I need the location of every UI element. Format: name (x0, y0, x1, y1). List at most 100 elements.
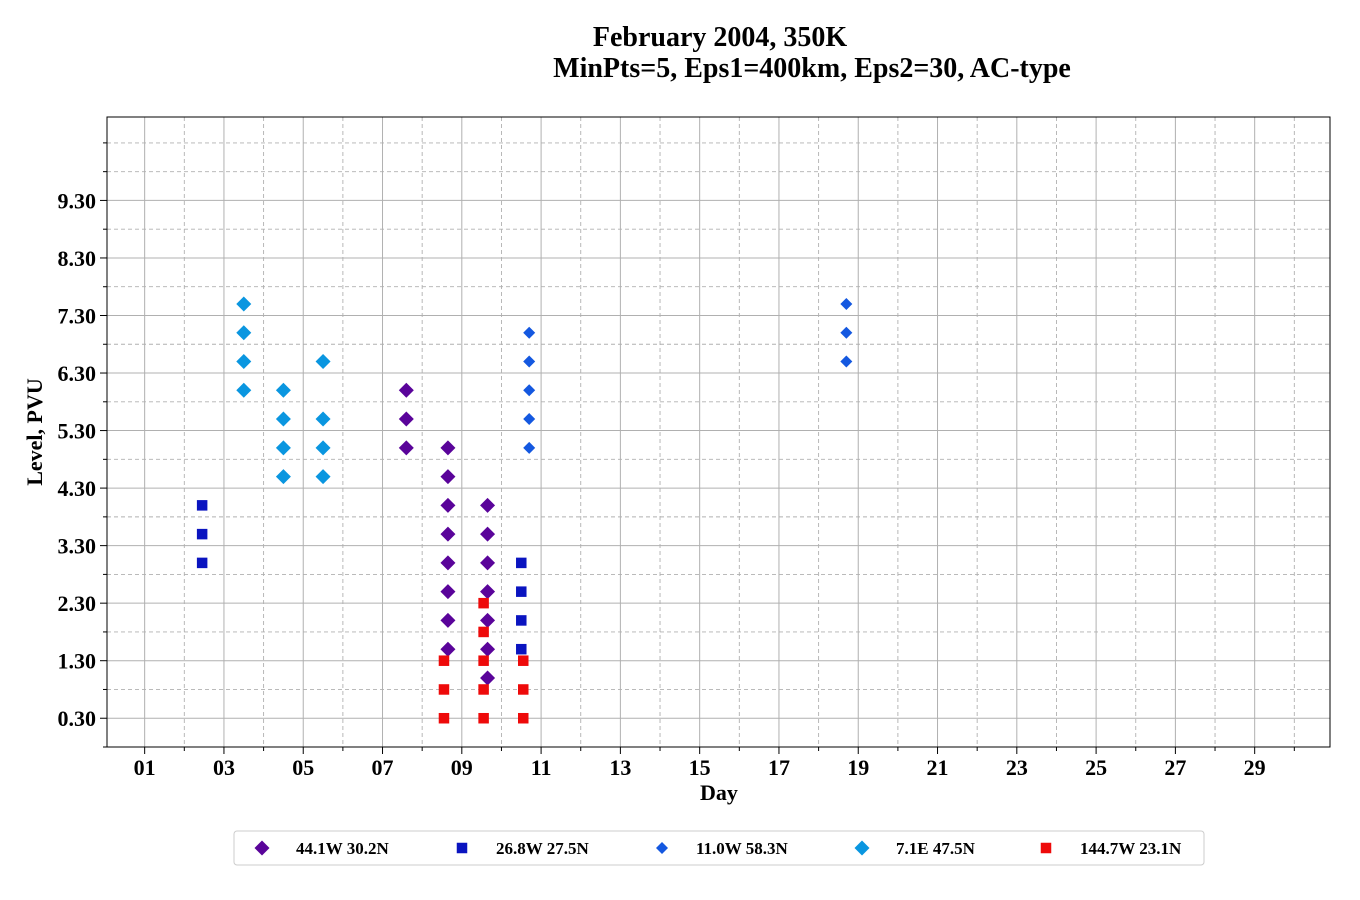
x-tick-label: 19 (847, 755, 869, 780)
y-tick-label: 6.30 (58, 361, 97, 386)
legend-marker (456, 842, 468, 854)
data-point (440, 526, 456, 542)
legend-label: 26.8W 27.5N (496, 839, 589, 858)
data-point (438, 684, 450, 695)
data-point (236, 296, 252, 312)
data-point (315, 469, 331, 485)
series-3 (523, 297, 853, 454)
data-point (516, 643, 527, 655)
x-tick-label: 27 (1164, 755, 1186, 780)
data-point (438, 712, 450, 724)
legend-entry-5: 144.7W 23.1N (1040, 839, 1182, 858)
data-point (480, 555, 496, 571)
data-point (236, 382, 252, 398)
y-tick-label: 4.30 (58, 476, 97, 501)
legend-label: 44.1W 30.2N (296, 839, 389, 858)
data-point (398, 382, 414, 398)
data-point (523, 355, 536, 368)
legend-entry-4: 7.1E 47.5N (854, 839, 976, 858)
x-tick-label: 07 (372, 755, 394, 780)
data-point (478, 626, 489, 638)
data-point (480, 526, 496, 542)
data-point (480, 497, 496, 513)
data-point (315, 354, 331, 370)
data-point (275, 469, 291, 485)
y-tick-label: 8.30 (58, 246, 97, 271)
data-point (523, 441, 536, 454)
data-point (440, 469, 456, 485)
data-point (196, 528, 208, 540)
x-tick-label: 21 (927, 755, 949, 780)
x-tick-label: 15 (689, 755, 711, 780)
series-4 (236, 296, 331, 485)
data-point (398, 411, 414, 427)
series-1 (398, 382, 496, 686)
y-tick-label: 9.30 (58, 188, 97, 213)
data-point (523, 413, 536, 426)
data-point (438, 655, 450, 666)
data-points (196, 296, 853, 724)
y-tick-label: 5.30 (58, 419, 97, 444)
data-point (516, 557, 527, 569)
data-point (440, 584, 456, 600)
data-point (480, 670, 496, 686)
legend-marker (854, 840, 870, 856)
data-point (315, 411, 331, 427)
data-point (275, 382, 291, 398)
x-tick-label: 09 (451, 755, 473, 780)
data-point (478, 597, 489, 609)
x-tick-label: 11 (531, 755, 552, 780)
legend-entry-3: 11.0W 58.3N (656, 839, 789, 858)
legend-marker (656, 842, 668, 854)
series-5 (438, 597, 529, 724)
legend-label: 11.0W 58.3N (696, 839, 789, 858)
y-tick-label: 1.30 (58, 649, 97, 674)
data-point (518, 684, 529, 695)
legend-label: 7.1E 47.5N (896, 839, 976, 858)
x-tick-label: 05 (292, 755, 314, 780)
legend-entry-1: 44.1W 30.2N (254, 839, 389, 858)
y-tick-label: 7.30 (58, 303, 97, 328)
data-point (840, 297, 853, 310)
data-point (275, 411, 291, 427)
x-tick-label: 01 (134, 755, 156, 780)
y-tick-label: 2.30 (58, 591, 97, 616)
data-point (236, 325, 252, 341)
data-point (440, 641, 456, 657)
legend: 44.1W 30.2N 26.8W 27.5N 11.0W 58.3N 7.1E 47… (233, 830, 1205, 866)
series-2 (196, 500, 527, 655)
data-point (518, 712, 529, 724)
x-tick-label: 13 (609, 755, 631, 780)
data-point (440, 497, 456, 513)
x-tick-label: 23 (1006, 755, 1028, 780)
data-point (516, 586, 527, 597)
legend-entry-2: 26.8W 27.5N (456, 839, 589, 858)
data-point (440, 555, 456, 571)
y-tick-label: 0.30 (58, 706, 97, 731)
y-tick-label: 3.30 (58, 534, 97, 559)
data-point (478, 655, 489, 666)
data-point (440, 440, 456, 456)
x-tick-label: 03 (213, 755, 235, 780)
data-point (518, 655, 529, 666)
data-point (196, 557, 208, 569)
data-point (523, 326, 536, 339)
legend-box (233, 830, 1205, 866)
x-axis-label: Day (700, 780, 738, 805)
data-point (236, 354, 252, 370)
legend-marker (1040, 842, 1052, 854)
legend-label: 144.7W 23.1N (1080, 839, 1182, 858)
x-tick-label: 25 (1085, 755, 1107, 780)
data-point (398, 440, 414, 456)
data-point (275, 440, 291, 456)
data-point (840, 326, 853, 339)
x-tick-label: 29 (1244, 755, 1266, 780)
y-axis-label: Level, PVU (22, 378, 47, 486)
x-tick-label: 17 (768, 755, 790, 780)
legend-marker (254, 840, 270, 856)
data-point (480, 612, 496, 628)
plot-frame (106, 116, 1331, 748)
grid-lines (107, 117, 1330, 748)
chart-title-line2: MinPts=5, Eps1=400km, Eps2=30, AC-type (553, 53, 1071, 84)
